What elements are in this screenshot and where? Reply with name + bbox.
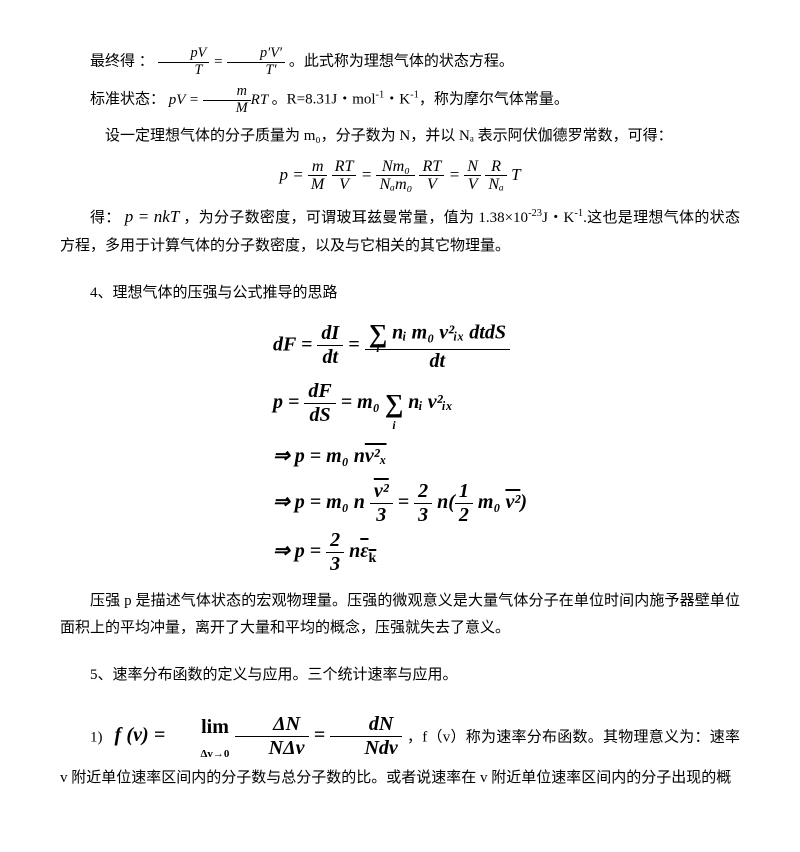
deriv-row-5: ⇒ p = 23 nεk [273, 529, 527, 576]
para-pressure-meaning: 压强 p 是描述气体状态的宏观物理量。压强的微观意义是大量气体分子在单位时间内施… [60, 588, 740, 642]
deriv-row-3: ⇒ p = m₀ nv²ₓ [273, 434, 527, 478]
para-setup: 设一定理想气体的分子质量为 m₀，分子数为 N，并以 Nₐ 表示阿伏伽德罗常数，… [60, 123, 740, 150]
text: 5、速率分布函数的定义与应用。三个统计速率与应用。 [90, 667, 458, 683]
para-final-result: 最终得 ： pVT = p′V′T′ 。此式称为理想气体的状态方程。 [60, 46, 740, 78]
text: ・K [384, 92, 410, 108]
para-boltzmann: 得： p = nkT ，为分子数密度，可谓玻耳兹曼常量，值为 1.38×10-2… [60, 202, 740, 260]
text: 标准状态： [90, 92, 165, 108]
deriv-row-1: dF = dIdt = ∑i nᵢ m₀ v²ᵢₓ dtdS dt [273, 319, 527, 373]
superscript: -1 [574, 208, 583, 219]
item-number: 1) [90, 729, 103, 745]
deriv-row-4: ⇒ p = m₀ n v²3 = 23 n(12 m₀ v²) [273, 480, 527, 527]
superscript: -23 [528, 208, 542, 219]
text: 压强 p 是描述气体状态的宏观物理量。压强的微观意义是大量气体分子在单位时间内施… [60, 593, 740, 636]
text: 。此式称为理想气体的状态方程。 [289, 54, 514, 70]
text: J・K [542, 210, 574, 226]
text: 得： [90, 210, 121, 226]
section-4-heading: 4、理想气体的压强与公式推导的思路 [60, 280, 740, 307]
eq-pressure-expansion: p = mM RTV = Nm₀Nₐm₀ RTV = NV RNₐ T [60, 158, 740, 195]
superscript: -1 [410, 90, 419, 101]
pressure-derivation: dF = dIdt = ∑i nᵢ m₀ v²ᵢₓ dtdS dt p = dF… [273, 319, 527, 576]
eq-p-nkt: p = nkT [125, 207, 180, 226]
eq-state-equation: pVT = p′V′T′ [158, 54, 289, 70]
text: 。R=8.31J・mol [272, 92, 376, 108]
superscript: -1 [376, 90, 385, 101]
section-5-heading: 5、速率分布函数的定义与应用。三个统计速率与应用。 [60, 662, 740, 689]
text: ，为分子数密度，可谓玻耳兹曼常量，值为 1.38×10 [183, 210, 528, 226]
item-1: 1) f (v) = limΔv→0 ΔNNΔv = dNNdv ，f（v）称为… [60, 709, 740, 792]
text: 设一定理想气体的分子质量为 m₀，分子数为 N，并以 Nₐ 表示阿伏伽德罗常数，… [105, 128, 673, 144]
deriv-row-2: p = dFdS = m₀ ∑i nᵢ v²ᵢₓ [273, 375, 527, 432]
text: 4、理想气体的压强与公式推导的思路 [90, 285, 338, 301]
text: ，称为摩尔气体常量。 [419, 92, 569, 108]
eq-distribution-function: f (v) = limΔv→0 ΔNNΔv = dNNdv [115, 724, 408, 746]
eq-pv-mrt: pV = mMRT [169, 92, 272, 108]
text: 最终得 ： [90, 54, 154, 70]
para-standard-state: 标准状态： pV = mMRT 。R=8.31J・mol-1・K-1，称为摩尔气… [60, 84, 740, 116]
